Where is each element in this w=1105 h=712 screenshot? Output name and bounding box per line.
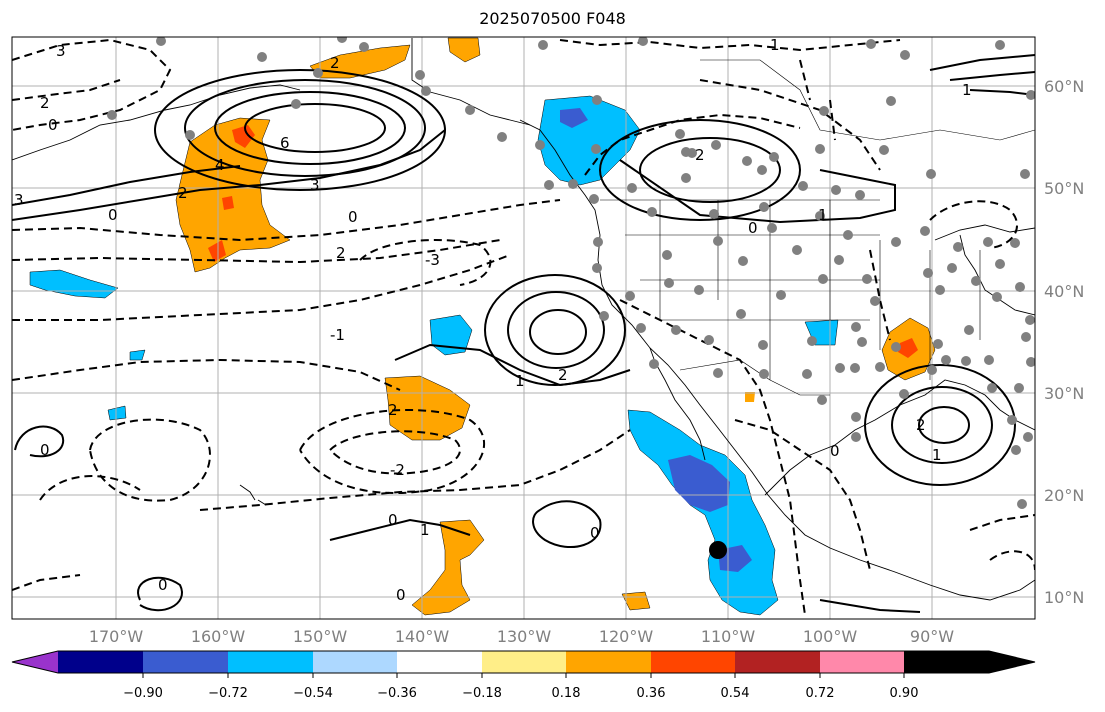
colorbar-tick-label: −0.36 bbox=[377, 686, 417, 701]
orange-shade-southern-1 bbox=[411, 519, 485, 616]
contour-label: 0 bbox=[40, 441, 50, 459]
blue-shade-pacnw bbox=[537, 95, 641, 186]
colorbar: −0.90 −0.72 −0.54 −0.36 −0.18 0.18 0.36 … bbox=[11, 650, 1036, 701]
lat-label: 20°N bbox=[1044, 486, 1084, 505]
colorbar-segment bbox=[313, 651, 397, 673]
colorbar-tick-label: −0.72 bbox=[208, 686, 248, 701]
colorbar-tick-label: −0.18 bbox=[462, 686, 502, 701]
blue-shade-baja bbox=[627, 409, 779, 616]
contour-label: 1 bbox=[515, 372, 525, 390]
lon-label: 160°W bbox=[191, 627, 246, 646]
colorbar-tick-label: −0.54 bbox=[293, 686, 333, 701]
lon-label: 110°W bbox=[701, 627, 756, 646]
contour-label: 0 bbox=[590, 524, 600, 542]
colorbar-tick-label: 0.54 bbox=[721, 686, 750, 701]
contour-label: 2 bbox=[695, 146, 705, 164]
contour-label: 2 bbox=[916, 416, 926, 434]
graticule bbox=[12, 37, 1035, 619]
colorbar-segment bbox=[651, 651, 735, 673]
blue-shade-pacific-west bbox=[29, 269, 119, 299]
longitude-labels: 170°W 160°W 150°W 140°W 130°W 120°W 110°… bbox=[89, 627, 954, 646]
lon-label: 170°W bbox=[89, 627, 144, 646]
contour-label: 2 bbox=[40, 94, 50, 112]
orange-shade-small-gulf bbox=[745, 392, 755, 402]
contour-label: 6 bbox=[280, 134, 290, 152]
blue-shade-small-1 bbox=[129, 349, 146, 361]
station-dots bbox=[107, 37, 1035, 509]
contour-label: 0 bbox=[108, 206, 118, 224]
colorbar-extend-min bbox=[12, 651, 58, 673]
colorbar-segment bbox=[820, 651, 904, 673]
contour-label: 0 bbox=[158, 576, 168, 594]
lat-label: 60°N bbox=[1044, 77, 1084, 96]
contour-label: -3 bbox=[425, 251, 440, 269]
orange-shade-gulf-alaska bbox=[175, 117, 291, 273]
colorbar-segment bbox=[397, 651, 482, 673]
colorbar-tick-label: 0.18 bbox=[552, 686, 581, 701]
contour-label: 1 bbox=[818, 206, 828, 224]
colorbar-outline bbox=[11, 650, 1036, 674]
contour-label: 0 bbox=[830, 442, 840, 460]
lat-label: 50°N bbox=[1044, 179, 1084, 198]
dashed-contours bbox=[12, 38, 1035, 616]
colorbar-segment bbox=[735, 651, 820, 673]
lon-label: 120°W bbox=[599, 627, 654, 646]
lon-label: 90°W bbox=[910, 627, 954, 646]
lat-label: 40°N bbox=[1044, 282, 1084, 301]
orange-shade-north bbox=[447, 37, 481, 63]
contour-label: 0 bbox=[48, 116, 58, 134]
colorbar-segment bbox=[228, 651, 313, 673]
red-shade-gulf-alaska bbox=[208, 125, 255, 262]
colorbar-segment bbox=[58, 651, 143, 673]
contour-label: 3 bbox=[56, 42, 66, 60]
contour-label: 0 bbox=[388, 511, 398, 529]
contour-label: 4 bbox=[215, 156, 225, 174]
contour-label: 0 bbox=[748, 219, 758, 237]
latitude-labels: 60°N 50°N 40°N 30°N 20°N 10°N bbox=[1044, 77, 1084, 607]
red-shade-southeast bbox=[898, 338, 918, 358]
colorbar-segment bbox=[566, 651, 651, 673]
contour-label: 1 bbox=[962, 81, 972, 99]
contour-label: 2 bbox=[558, 366, 568, 384]
solid-contours bbox=[12, 54, 1035, 613]
contour-label: 3 bbox=[310, 176, 320, 194]
lon-label: 140°W bbox=[395, 627, 450, 646]
contour-label: -1 bbox=[330, 326, 345, 344]
coastlines bbox=[12, 38, 1035, 601]
contour-label: -2 bbox=[390, 461, 405, 479]
colorbar-tick-label: 0.36 bbox=[637, 686, 666, 701]
colorbar-tick-label: 0.90 bbox=[890, 686, 919, 701]
colorbar-tick-label: −0.90 bbox=[123, 686, 163, 701]
darkblue-shade-baja bbox=[668, 455, 752, 572]
blue-shade-small-2 bbox=[107, 405, 127, 421]
contour-label: 3 bbox=[14, 191, 24, 209]
storm-marker bbox=[709, 541, 727, 559]
lon-label: 150°W bbox=[293, 627, 348, 646]
map-title: 2025070500 F048 bbox=[479, 9, 626, 28]
contour-label: 0 bbox=[396, 586, 406, 604]
colorbar-extend-max bbox=[904, 651, 1035, 673]
lat-label: 10°N bbox=[1044, 588, 1084, 607]
contour-label: 1 bbox=[420, 521, 430, 539]
colorbar-segment bbox=[482, 651, 566, 673]
orange-shade-bc bbox=[309, 44, 411, 79]
contour-label: 2 bbox=[330, 54, 340, 72]
lon-label: 130°W bbox=[497, 627, 552, 646]
orange-shade-mid-pacific bbox=[384, 375, 471, 441]
darkblue-shade-pacnw bbox=[560, 108, 588, 128]
contour-label: 2 bbox=[336, 244, 346, 262]
colorbar-tick-label: 0.72 bbox=[806, 686, 835, 701]
colorbar-segment bbox=[143, 651, 228, 673]
contour-label: 1 bbox=[932, 446, 942, 464]
contour-label: 2 bbox=[388, 401, 398, 419]
shaded-anomaly-fields bbox=[29, 37, 936, 616]
contour-label: 2 bbox=[178, 184, 188, 202]
contour-labels: 3 2 0 6 4 3 0 2 3 2 0 1 2 1 0 1 2 -3 -2 … bbox=[14, 36, 972, 604]
lon-label: 100°W bbox=[803, 627, 858, 646]
lat-label: 30°N bbox=[1044, 384, 1084, 403]
map-frame bbox=[11, 36, 1036, 620]
contour-label: 1 bbox=[770, 36, 780, 54]
contour-label: 0 bbox=[348, 208, 358, 226]
